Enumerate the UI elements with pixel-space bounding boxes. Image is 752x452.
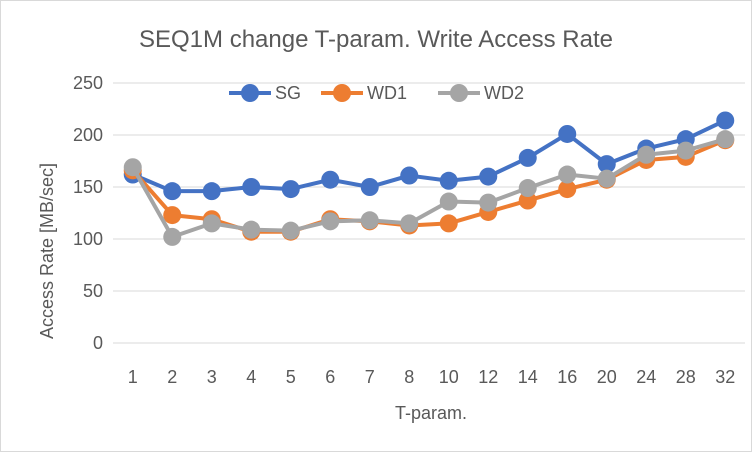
legend: SG WD1 WD2: [229, 83, 524, 103]
data-point-wd2: [163, 227, 182, 246]
data-point-wd2: [400, 214, 419, 233]
x-tick-label: 8: [404, 367, 414, 387]
x-tick-label: 14: [518, 367, 538, 387]
legend-swatch-marker: [333, 84, 351, 102]
data-point-sg: [321, 170, 340, 189]
y-tick-label: 0: [93, 333, 103, 353]
x-tick-label: 20: [597, 367, 617, 387]
legend-swatch-marker: [241, 84, 259, 102]
legend-label: WD2: [484, 83, 524, 103]
data-point-sg: [518, 148, 537, 167]
series-line-wd2: [131, 137, 726, 239]
legend-label: SG: [275, 83, 301, 103]
x-tick-label: 28: [676, 367, 696, 387]
x-tick-label: 1: [128, 367, 138, 387]
y-axis-label: Access Rate [MB/sec]: [37, 163, 57, 339]
data-point-sg: [242, 178, 261, 196]
chart-title: SEQ1M change T-param. Write Access Rate: [139, 26, 613, 53]
x-tick-label: 4: [246, 367, 256, 387]
x-tick-label: 5: [286, 367, 296, 387]
data-point-wd2: [597, 169, 616, 188]
x-tick-label: 10: [439, 367, 459, 387]
data-point-wd2: [676, 141, 695, 160]
series-wd2: [123, 130, 735, 246]
data-point-wd2: [360, 211, 379, 230]
data-point-wd2: [716, 130, 735, 149]
x-tick-label: 2: [167, 367, 177, 387]
x-tick-label: 32: [715, 367, 735, 387]
data-point-wd1: [558, 180, 577, 199]
data-point-wd2: [242, 220, 261, 239]
y-tick-label: 100: [73, 229, 103, 249]
data-point-wd2: [202, 214, 221, 233]
data-point-wd1: [439, 214, 458, 233]
data-point-sg: [202, 182, 221, 201]
data-point-wd2: [558, 165, 577, 184]
x-axis-label: T-param.: [395, 403, 467, 423]
legend-item-wd2: WD2: [438, 83, 524, 103]
y-tick-label: 250: [73, 73, 103, 93]
x-tick-label: 16: [557, 367, 577, 387]
data-point-sg: [479, 167, 498, 186]
legend-item-wd1: WD1: [321, 83, 407, 103]
legend-item-sg: SG: [229, 83, 301, 103]
series-group: [123, 111, 735, 246]
y-tick-label: 50: [83, 281, 103, 301]
x-tick-label: 7: [365, 367, 375, 387]
x-tick-label: 6: [325, 367, 335, 387]
data-point-wd2: [479, 193, 498, 212]
data-point-wd1: [163, 206, 182, 225]
x-tick-label: 3: [207, 367, 217, 387]
data-point-sg: [597, 155, 616, 174]
data-point-sg: [360, 178, 379, 196]
x-tick-label: 12: [478, 367, 498, 387]
legend-swatch-marker: [450, 84, 468, 102]
data-point-wd2: [321, 212, 340, 231]
data-point-sg: [716, 111, 735, 130]
y-tick-label: 150: [73, 177, 103, 197]
data-point-wd2: [281, 221, 300, 240]
series-sg: [123, 111, 735, 201]
data-point-wd1: [518, 191, 537, 210]
legend-label: WD1: [367, 83, 407, 103]
x-axis-ticks: 1 2 3 4 5 6 7 8 10 12 14 16 20 24 28 32: [128, 367, 736, 387]
data-point-sg: [558, 124, 577, 143]
data-point-sg: [400, 166, 419, 185]
data-point-wd2: [518, 179, 537, 198]
y-tick-label: 200: [73, 125, 103, 145]
series-line-sg: [131, 118, 727, 194]
y-axis-ticks: 0 50 100 150 200 250: [73, 73, 103, 353]
data-point-wd2: [123, 158, 142, 177]
data-point-sg: [163, 182, 182, 201]
data-point-sg: [281, 180, 300, 199]
data-point-wd2: [637, 145, 656, 164]
data-point-sg: [439, 171, 458, 190]
x-tick-label: 24: [636, 367, 656, 387]
data-point-wd2: [439, 192, 458, 211]
